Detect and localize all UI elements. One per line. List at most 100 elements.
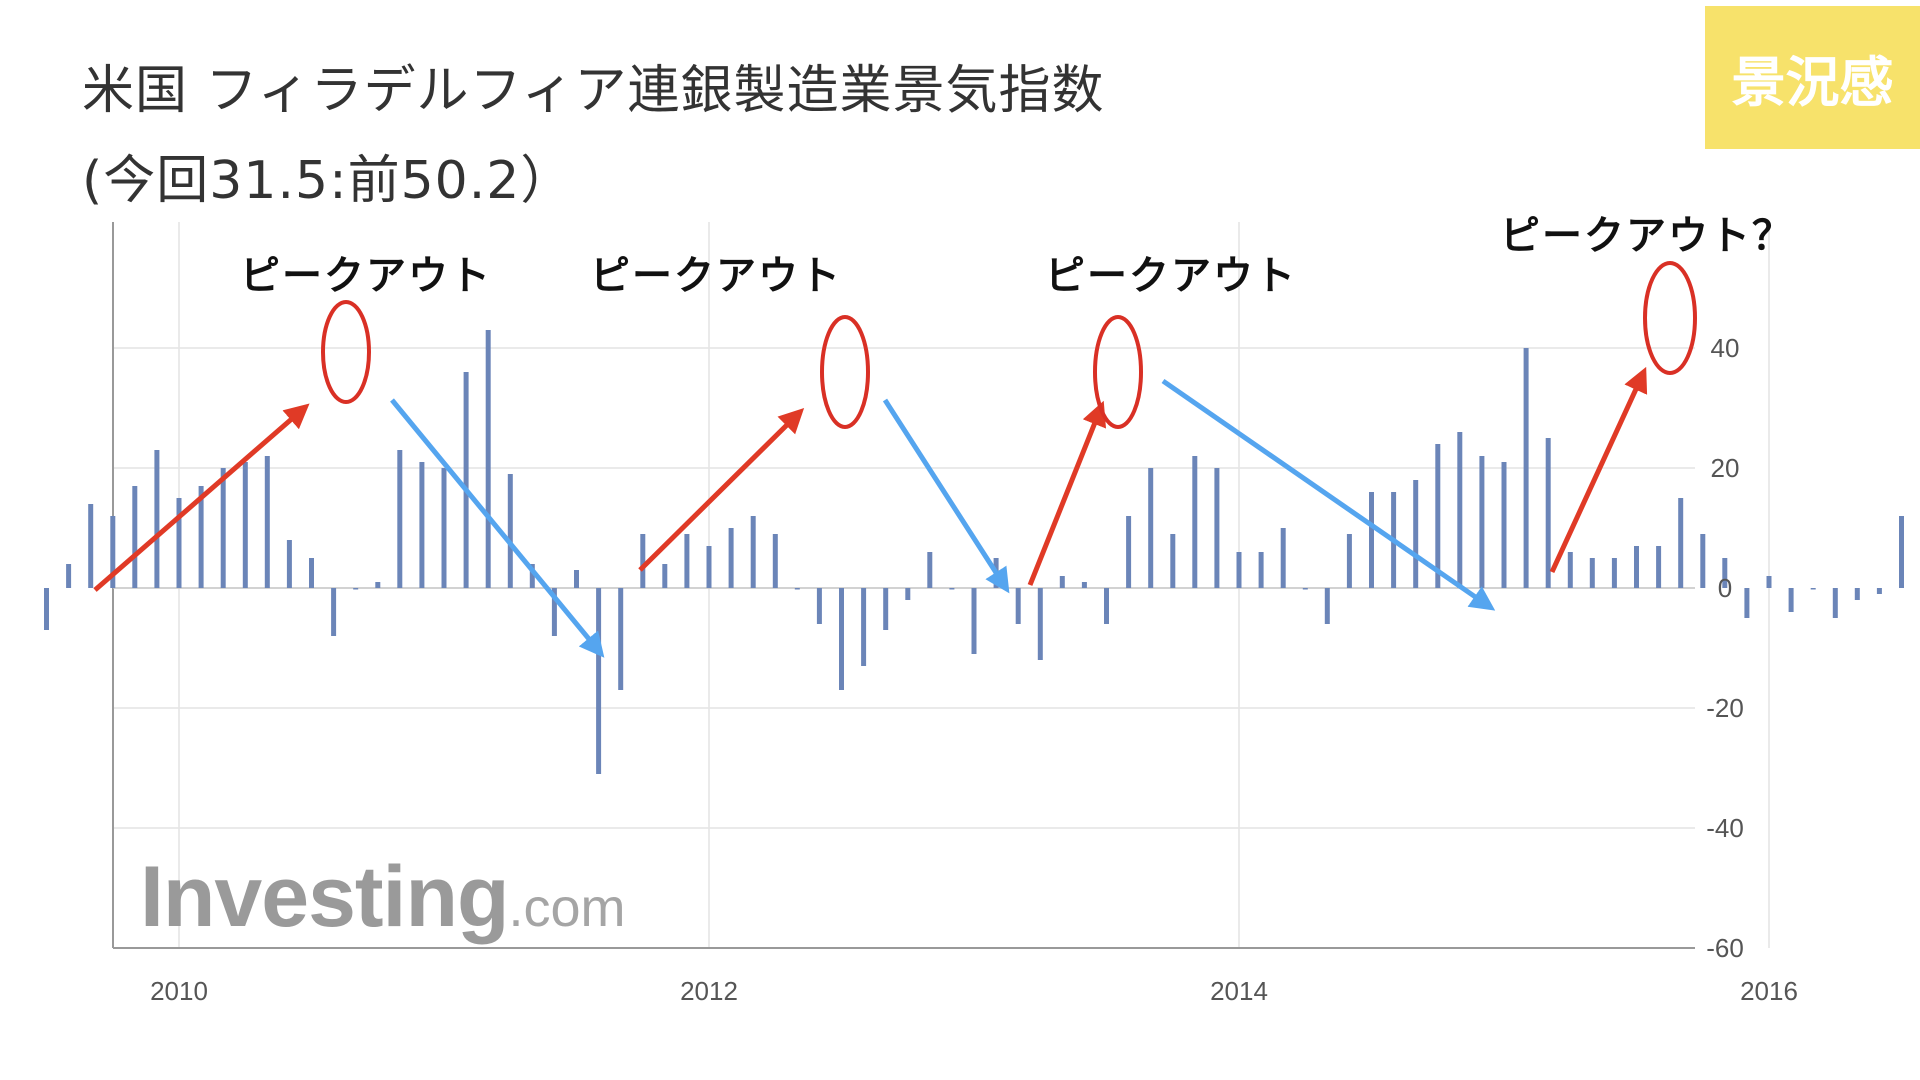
bar xyxy=(949,588,955,590)
bar xyxy=(1722,558,1728,588)
bar xyxy=(1832,588,1838,618)
bar xyxy=(1744,588,1750,618)
bar xyxy=(1258,552,1264,588)
chart-subtitle: (今回31.5:前50.2） xyxy=(82,151,574,211)
chart-title: 米国 フィラデルフィア連銀製造業景気指数 xyxy=(82,61,1105,121)
bar xyxy=(1589,558,1595,588)
bar xyxy=(1148,468,1154,588)
x-tick-label: 2012 xyxy=(680,976,738,1006)
bar xyxy=(309,558,314,588)
bar xyxy=(529,564,535,588)
bar xyxy=(1302,588,1308,590)
bar xyxy=(1501,462,1507,588)
annotation-peakout-2: ピークアウト xyxy=(590,253,842,299)
bar xyxy=(1280,528,1286,588)
bar xyxy=(220,468,226,588)
bar xyxy=(662,564,668,588)
bar xyxy=(1545,438,1551,588)
bar xyxy=(176,498,182,588)
bar xyxy=(397,450,403,588)
bar xyxy=(198,486,204,588)
y-tick-label: -40 xyxy=(1706,813,1744,843)
bar xyxy=(1324,588,1330,624)
bar xyxy=(1413,480,1419,588)
bar xyxy=(794,588,800,590)
bar xyxy=(816,588,822,624)
bar xyxy=(463,372,469,588)
y-tick-label: 20 xyxy=(1711,453,1740,483)
y-tick-label: -20 xyxy=(1706,693,1744,723)
bar xyxy=(1899,516,1904,588)
grid-lines xyxy=(113,222,1770,949)
bar xyxy=(1678,498,1684,588)
annotation-peakout-1: ピークアウト xyxy=(240,253,492,299)
bar xyxy=(66,564,72,588)
annotation-peakout-3: ピークアウト xyxy=(1045,253,1297,299)
bar xyxy=(1170,534,1176,588)
bar xyxy=(1810,588,1816,590)
bar xyxy=(839,588,844,690)
bar xyxy=(1435,444,1441,588)
bar xyxy=(1126,516,1132,588)
bar xyxy=(110,516,116,588)
bar xyxy=(1346,534,1352,588)
bar xyxy=(88,504,94,588)
downtrend-arrow xyxy=(882,398,1010,594)
x-tick-label: 2014 xyxy=(1210,976,1268,1006)
bar xyxy=(264,456,270,588)
bar xyxy=(728,528,734,588)
y-tick-label: -60 xyxy=(1706,933,1744,963)
annotation-peakout-4: ピークアウト？ xyxy=(1500,213,1794,259)
bar xyxy=(242,462,248,588)
bar xyxy=(1015,588,1021,624)
bar xyxy=(1479,456,1485,588)
bar xyxy=(286,540,292,588)
bar xyxy=(1876,588,1882,594)
logo-suffix-text: .com xyxy=(508,878,626,938)
bar xyxy=(1611,558,1617,588)
uptrend-arrow xyxy=(1549,366,1648,574)
bar xyxy=(1104,588,1109,624)
bar xyxy=(1766,576,1772,588)
bar xyxy=(507,474,513,588)
peak-circle xyxy=(321,300,371,404)
bar xyxy=(971,588,977,654)
bar xyxy=(883,588,889,630)
peak-circle xyxy=(1093,315,1143,429)
trend-arrows xyxy=(93,261,1697,658)
peak-circle xyxy=(1643,261,1697,375)
bar xyxy=(44,588,49,630)
y-tick-label: 40 xyxy=(1711,333,1740,363)
investing-logo: Investing.com xyxy=(140,848,626,947)
bar xyxy=(640,534,646,588)
bar xyxy=(1634,546,1639,588)
bar xyxy=(1700,534,1706,588)
downtrend-arrow xyxy=(390,398,605,658)
bar xyxy=(154,450,160,588)
bar xyxy=(574,570,579,588)
bar xyxy=(1059,576,1065,588)
bar xyxy=(132,486,138,588)
category-badge: 景況感 xyxy=(1705,6,1920,149)
bar xyxy=(706,546,712,588)
bar xyxy=(905,588,911,600)
uptrend-arrow xyxy=(93,403,310,592)
x-tick-label: 2016 xyxy=(1740,976,1798,1006)
bar xyxy=(772,534,778,588)
bar xyxy=(353,588,359,590)
bar xyxy=(684,534,690,588)
x-tick-label: 2010 xyxy=(150,976,208,1006)
uptrend-arrow xyxy=(638,407,805,572)
bar xyxy=(1567,552,1573,588)
bar xyxy=(441,468,447,588)
peak-circle xyxy=(820,315,870,429)
bar xyxy=(331,588,337,636)
bar-series xyxy=(44,330,1904,774)
bar xyxy=(485,330,491,588)
bar xyxy=(1788,588,1794,612)
bar xyxy=(1081,582,1087,588)
bar xyxy=(1457,432,1463,588)
bar xyxy=(551,588,557,636)
